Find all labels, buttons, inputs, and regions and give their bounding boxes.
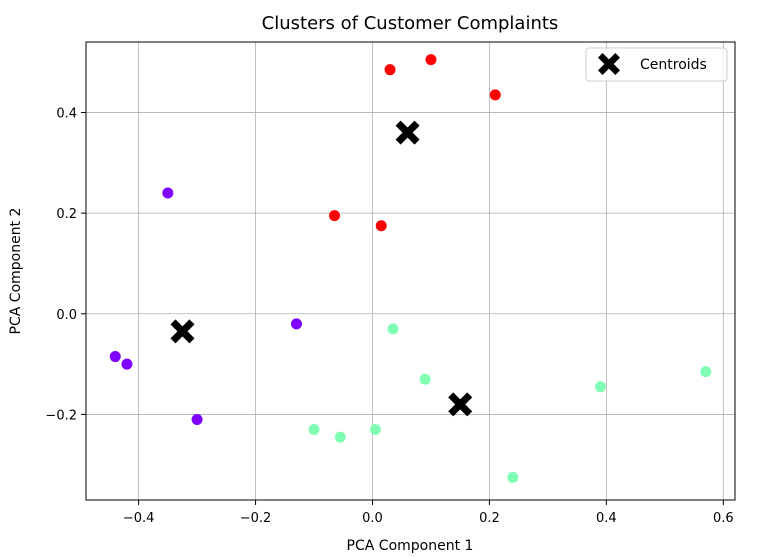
- y-axis-label: PCA Component 2: [8, 208, 24, 335]
- data-point: [162, 187, 174, 199]
- data-point: [290, 318, 302, 330]
- y-tick-label: −0.2: [45, 408, 77, 423]
- data-point: [387, 323, 399, 335]
- data-point: [308, 424, 320, 436]
- grid: [86, 42, 735, 500]
- data-point: [109, 351, 121, 363]
- x-axis-label: PCA Component 1: [347, 538, 474, 554]
- data-point: [375, 220, 387, 232]
- data-point: [121, 358, 133, 370]
- legend-centroid-icon: [598, 53, 620, 75]
- y-tick-label: 0.4: [56, 106, 77, 121]
- scatter-points: [109, 54, 712, 483]
- chart-title: Clusters of Customer Complaints: [262, 13, 559, 34]
- y-tick-label: 0.0: [56, 308, 77, 323]
- data-point: [334, 431, 346, 443]
- x-axis-ticks: −0.4 −0.2 0.0 0.2 0.4 0.6: [123, 500, 734, 526]
- data-point: [489, 89, 501, 101]
- x-tick-label: 0.0: [362, 511, 383, 526]
- centroid-marker: [395, 120, 420, 145]
- y-axis-ticks: −0.2 0.0 0.2 0.4: [45, 106, 86, 423]
- data-point: [507, 471, 519, 483]
- legend-box: [585, 47, 728, 82]
- data-point: [425, 54, 437, 66]
- data-point: [369, 424, 381, 436]
- x-tick-label: 0.6: [713, 511, 734, 526]
- legend-label-centroids: Centroids: [640, 57, 707, 73]
- centroid-marker: [448, 392, 473, 417]
- data-point: [384, 64, 396, 76]
- centroid-marker: [170, 319, 195, 344]
- x-tick-label: 0.4: [596, 511, 617, 526]
- x-tick-label: 0.2: [479, 511, 500, 526]
- legend-centroid-marker: [598, 53, 620, 75]
- data-point: [328, 210, 340, 222]
- data-point: [595, 381, 607, 393]
- legend: Centroids: [585, 47, 728, 82]
- plot-frame: [85, 41, 736, 501]
- data-point: [191, 413, 203, 425]
- x-tick-label: −0.2: [240, 511, 272, 526]
- data-point: [419, 373, 431, 385]
- data-point: [700, 366, 712, 378]
- x-tick-label: −0.4: [123, 511, 155, 526]
- y-tick-label: 0.2: [56, 207, 77, 222]
